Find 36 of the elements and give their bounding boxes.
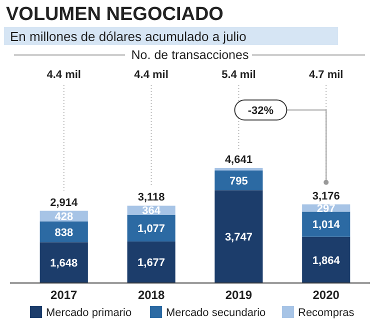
- data-label: 297: [316, 203, 336, 216]
- x-tick-label: 2017: [50, 288, 78, 302]
- data-label: 364: [142, 205, 162, 218]
- data-label: 3,747: [224, 232, 252, 244]
- text: 4.4 mil: [134, 69, 168, 81]
- chart-subtitle: En millones de dólares acumulado a julio: [10, 29, 246, 44]
- data-label: 1,648: [50, 258, 78, 270]
- legend-label: Recompras: [298, 307, 355, 319]
- chart-title: VOLUMEN NEGOCIADO: [6, 4, 224, 25]
- bar: [214, 190, 263, 283]
- bar: [127, 241, 176, 283]
- data-label: 1,677: [138, 257, 166, 270]
- legend-label: Mercado secundario: [166, 307, 266, 319]
- x-tick-label: 2019: [225, 288, 252, 302]
- text: No. de transacciones: [131, 48, 249, 62]
- data-label: 1,077: [138, 223, 166, 236]
- text: -32%: [248, 105, 274, 117]
- legend-label: Mercado primario: [46, 307, 132, 319]
- x-tick-label: 2020: [312, 288, 340, 302]
- total-label: 3,176: [312, 190, 340, 202]
- data-label: 838: [54, 226, 74, 239]
- data-label: 1,864: [312, 254, 341, 267]
- bar: [302, 212, 350, 237]
- x-tick-label: 2018: [138, 288, 165, 302]
- bar: [40, 242, 88, 283]
- bar: [127, 214, 176, 242]
- total-label: 2,914: [50, 196, 79, 209]
- data-label: 1,014: [312, 219, 341, 232]
- text: 4.4 mil: [46, 69, 82, 81]
- text: 5.4 mil: [222, 69, 256, 81]
- data-label: 795: [230, 175, 248, 188]
- bar: [302, 236, 350, 283]
- data-label: 428: [54, 211, 74, 224]
- text: 4.7 mil: [308, 69, 344, 81]
- total-label: 4,641: [224, 154, 252, 166]
- total-label: 3,118: [138, 192, 165, 204]
